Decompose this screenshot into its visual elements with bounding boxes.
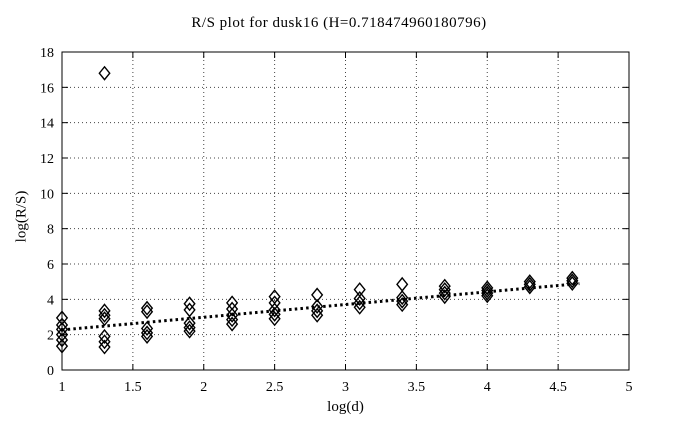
data-point-diamond [311,287,324,303]
data-point-diamond [438,282,451,298]
data-point-diamond [225,316,239,332]
data-point-diamond [523,274,536,290]
data-point-diamond [225,312,239,328]
data-point-diamond [523,276,536,292]
x-tick-label: 2 [200,380,207,395]
data-point-diamond [268,311,281,327]
data-point-diamond [98,65,111,81]
data-point-diamond [183,320,196,336]
data-point-diamond [353,299,366,315]
data-point-diamond [183,323,196,339]
data-point-diamond [98,328,111,344]
y-tick-label: 14 [40,117,54,132]
data-point-diamond [55,317,69,333]
data-point-diamond [183,296,196,312]
x-tick-label: 3.5 [408,380,426,395]
data-point-diamond [566,270,579,286]
data-point-diamond [396,293,409,309]
x-axis-label: log(d) [327,399,364,415]
data-point-diamond [98,339,111,355]
data-point-diamond [140,320,154,336]
data-point-diamond [55,310,69,326]
data-point-diamond [481,280,494,296]
y-tick-label: 2 [47,329,54,344]
data-point-diamond [55,332,69,348]
x-tick-label: 5 [626,380,633,395]
data-point-diamond [311,298,324,314]
y-tick-label: 0 [47,364,54,379]
data-point-diamond [98,303,111,319]
x-tick-label: 4.5 [549,380,567,395]
data-point-diamond [481,282,494,299]
data-point-diamond [55,327,69,343]
data-point-diamond [438,289,451,305]
data-point-diamond [396,290,409,306]
data-point-diamond [98,334,111,350]
y-tick-label: 8 [47,223,54,238]
x-tick-label: 1 [59,380,66,395]
data-point-diamond [311,303,324,319]
data-point-diamond [353,282,366,298]
x-tick-label: 2.5 [266,380,284,395]
plot-border [61,51,630,371]
data-point-diamond [438,278,451,294]
data-point-diamond [353,295,366,311]
data-point-diamond [268,295,281,311]
y-tick-label: 18 [40,46,54,61]
hurst-fit-trend-line [61,282,580,332]
data-point-diamond [566,273,579,289]
x-tick-label: 3 [342,380,349,395]
data-point-diamond [140,328,154,344]
data-point-diamond [353,290,366,306]
data-point-diamond [140,325,154,341]
data-point-diamond [438,285,451,301]
y-tick-label: 12 [40,152,54,167]
x-tick-label: 1.5 [124,380,142,395]
y-tick-label: 10 [40,187,54,202]
data-point-diamond [311,307,324,323]
y-tick-label: 6 [47,258,54,273]
data-point-diamond [268,302,281,318]
data-point-diamond [481,285,494,301]
data-point-diamond [98,311,111,327]
data-point-diamond [140,300,154,316]
data-point-diamond [396,276,409,292]
chart-title: R/S plot for dusk16 (H=0.718474960180796… [191,15,487,31]
data-point-diamond [225,301,239,317]
data-point-diamond [523,279,536,295]
y-tick-label: 16 [40,81,54,96]
data-point-diamond [268,306,281,322]
data-point-diamond [225,307,239,323]
data-point-diamond [481,288,494,304]
data-point-diamond [55,321,69,337]
data-point-diamond [396,297,409,313]
data-point-diamond [183,315,196,331]
y-tick-label: 4 [47,293,54,308]
data-point-diamond [140,304,154,320]
x-tick-label: 4 [484,380,491,395]
data-point-diamond [98,307,111,323]
data-point-diamond [566,275,579,291]
data-point-diamond [55,338,69,354]
